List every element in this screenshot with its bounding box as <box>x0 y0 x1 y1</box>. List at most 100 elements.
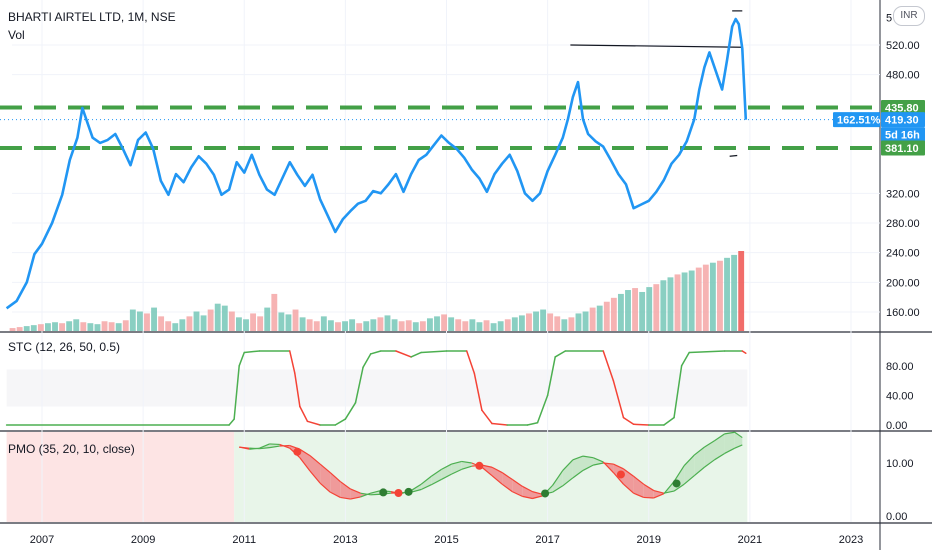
volume-bar <box>16 327 23 331</box>
stc-segment <box>481 409 493 425</box>
volume-bar <box>37 324 44 331</box>
price-y-tick-label: 160.00 <box>886 307 920 319</box>
pmo-line-segment <box>420 475 432 485</box>
pmo-line-segment <box>461 460 472 464</box>
volume-bar <box>490 323 497 331</box>
signal-line-segment <box>623 468 634 477</box>
pmo-line-segment <box>572 455 584 461</box>
stc-segment <box>344 402 357 420</box>
signal-line-segment <box>673 483 685 492</box>
volume-bar <box>547 313 554 331</box>
signal-line-segment <box>431 478 442 486</box>
pmo-fill <box>633 476 644 498</box>
price-y-tick-label: 520.00 <box>886 40 920 52</box>
price-y-tick-label: 320.00 <box>886 188 920 200</box>
volume-bar <box>717 260 723 331</box>
volume-bar <box>455 319 462 331</box>
volume-bar <box>518 315 525 331</box>
axes: 2007 2009 2011 2013 2015 2017 2019 2021 2023 160.… <box>30 13 920 546</box>
volume-bar <box>695 267 702 331</box>
stc-band <box>6 369 748 407</box>
volume-bar <box>533 311 539 331</box>
signal-line-segment <box>663 490 675 494</box>
stc-segment <box>306 420 321 426</box>
pmo-region-post <box>234 432 748 522</box>
stc-segment <box>612 379 625 419</box>
pmo-line-segment <box>522 495 533 500</box>
volume-bar <box>384 315 391 331</box>
volume-bar <box>540 309 547 331</box>
volume-bar <box>193 311 200 331</box>
signal-line-segment <box>239 446 250 449</box>
pmo-line-segment <box>724 431 735 435</box>
stc-segment <box>362 353 372 369</box>
signal-line-segment <box>299 448 311 457</box>
volume-bar <box>186 316 193 331</box>
volume-bar <box>285 314 292 331</box>
volume-bar <box>674 274 681 331</box>
volume-bar <box>172 323 179 331</box>
stc-segment <box>369 350 382 355</box>
volume-bar <box>377 317 384 331</box>
volume-bars <box>9 251 745 331</box>
volume-bar <box>709 262 716 331</box>
volume-bar <box>419 321 426 331</box>
volume-bar <box>363 321 370 331</box>
signal-line-segment <box>370 493 381 496</box>
volume-bar <box>582 311 589 331</box>
volume-bar <box>476 322 483 331</box>
volume-bar <box>603 301 610 331</box>
pmo-line-segment <box>633 492 644 499</box>
signal-line-segment <box>704 459 715 468</box>
volume-bar <box>469 319 476 331</box>
pmo-fill <box>532 491 543 499</box>
last-price-badge-bg <box>881 112 925 128</box>
stc-segment <box>334 418 347 426</box>
signal-line-segment <box>724 447 735 454</box>
volume-bar <box>243 319 249 331</box>
price-line <box>5 17 748 310</box>
pmo-line-segment <box>683 454 695 467</box>
pmo-line-segment <box>410 483 422 492</box>
volume-bar <box>646 287 653 331</box>
volume-bar <box>596 305 603 331</box>
pmo-line-segment <box>592 457 604 463</box>
signal-line-segment <box>441 473 452 480</box>
last-price-badge: 419.30 <box>885 115 919 127</box>
signal-line-segment <box>552 485 564 493</box>
low-marker <box>729 154 738 157</box>
volume-bar <box>228 311 235 331</box>
volume-bar <box>653 284 660 331</box>
pmo-line-segment <box>653 493 665 499</box>
signal-line-segment <box>329 472 341 482</box>
volume-bar <box>52 322 58 331</box>
pmo-fill <box>653 490 664 498</box>
percent-change-badge-bg <box>833 112 880 128</box>
volume-bar <box>405 320 412 331</box>
price-y-tick-label: 280.00 <box>886 218 920 230</box>
pmo-line-segment <box>562 459 574 471</box>
pmo-line-segment <box>511 491 523 497</box>
currency-toggle-button[interactable]: INR <box>893 6 925 26</box>
pmo-fill <box>340 481 351 499</box>
volume-bar <box>257 316 264 331</box>
pmo-line-segment <box>451 460 462 465</box>
volume-label: Vol <box>8 28 25 42</box>
stc-segment <box>228 418 235 426</box>
countdown-badge-bg <box>881 127 925 143</box>
x-tick-label: 2015 <box>434 534 458 546</box>
pmo-line-segment <box>663 481 675 495</box>
pmo-line-segment <box>714 433 725 442</box>
pmo-line-segment <box>441 463 452 470</box>
volume-bar <box>235 317 242 331</box>
volume-bar <box>299 317 306 331</box>
stc-segment <box>622 416 635 426</box>
pmo-line-segment <box>612 472 624 485</box>
price-y-tick-label: 5 <box>886 13 892 25</box>
x-tick-label: 2011 <box>232 534 256 546</box>
signal-line-segment <box>562 477 574 487</box>
pmo-fill <box>734 432 743 449</box>
